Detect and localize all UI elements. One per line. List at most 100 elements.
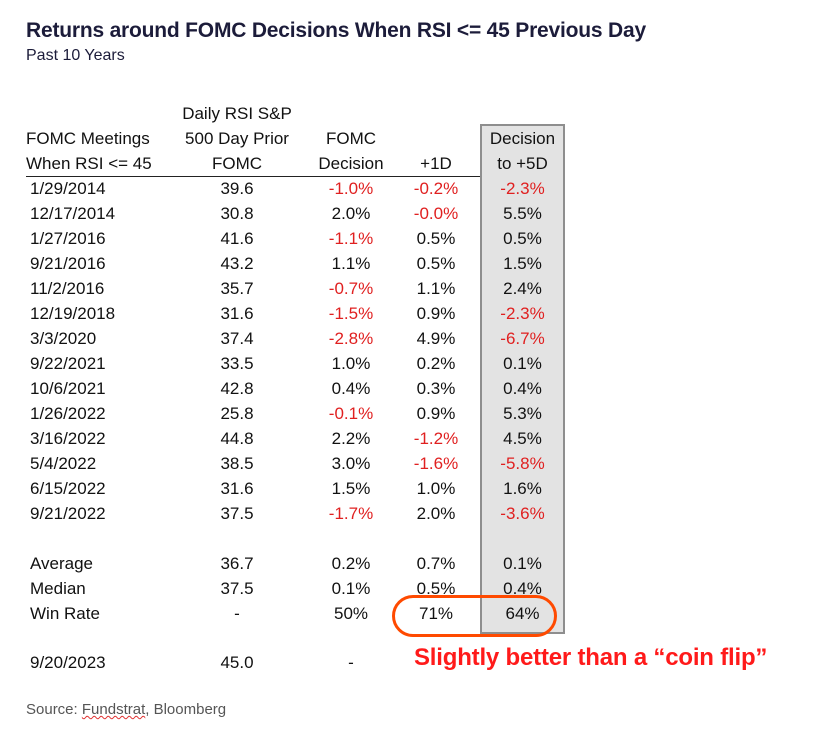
d5-cell: 0.4% (503, 579, 542, 598)
rsi-cell: - (234, 604, 240, 623)
table-row: 9/21/2022 37.5 -1.7% 2.0% -3.6% (0, 501, 829, 526)
table-row: 10/6/2021 42.8 0.4% 0.3% 0.4% (0, 376, 829, 401)
fomc-cell: -1.7% (328, 504, 374, 523)
header-meetings-line1: FOMC Meetings (26, 129, 150, 148)
header-rsi-line2: 500 Day Prior (185, 129, 289, 148)
rsi-cell: 35.7 (220, 279, 254, 298)
rsi-cell: 31.6 (220, 479, 254, 498)
d1-cell: -0.2% (413, 179, 459, 198)
rsi-cell: 41.6 (220, 229, 254, 248)
d1-cell: 1.0% (416, 479, 456, 498)
header-5d: Decision to +5D (480, 126, 565, 176)
date-cell: 3/3/2020 (30, 329, 97, 348)
rsi-cell: 36.7 (220, 554, 254, 573)
date-cell: 1/27/2016 (30, 229, 106, 248)
date-cell: Win Rate (30, 604, 100, 623)
d1-cell: 4.9% (416, 329, 456, 348)
d1-cell: -1.2% (413, 429, 459, 448)
header-rsi-line3: FOMC (211, 154, 263, 173)
d1-cell: 0.5% (416, 254, 456, 273)
page-title: Returns around FOMC Decisions When RSI <… (26, 19, 646, 42)
win-rate-highlight-oval (392, 595, 557, 637)
fomc-cell: 0.2% (331, 554, 371, 573)
d1-cell: 0.5% (416, 229, 456, 248)
table-row: 6/15/2022 31.6 1.5% 1.0% 1.6% (0, 476, 829, 501)
fomc-cell: - (348, 653, 354, 672)
header-meetings-line2: When RSI <= 45 (26, 154, 152, 173)
fomc-cell: -0.1% (328, 404, 374, 423)
d5-cell: -2.3% (500, 179, 545, 198)
table-row: 1/29/2014 39.6 -1.0% -0.2% -2.3% (0, 176, 829, 201)
rsi-cell: 42.8 (220, 379, 254, 398)
date-cell: 1/29/2014 (30, 179, 106, 198)
table-row: 5/4/2022 38.5 3.0% -1.6% -5.8% (0, 451, 829, 476)
header-rsi: Daily RSI S&P 500 Day Prior FOMC (172, 101, 302, 176)
date-cell: 3/16/2022 (30, 429, 106, 448)
table-row: 1/26/2022 25.8 -0.1% 0.9% 5.3% (0, 401, 829, 426)
table-row: 9/21/2016 43.2 1.1% 0.5% 1.5% (0, 251, 829, 276)
d1-cell: 0.9% (416, 404, 456, 423)
rsi-cell: 37.4 (220, 329, 254, 348)
d5-cell: 5.3% (503, 404, 542, 423)
d5-cell: 5.5% (503, 204, 542, 223)
d1-cell: -0.0% (413, 204, 459, 223)
header-rsi-line1: Daily RSI S&P (182, 104, 292, 123)
fomc-cell: -1.5% (328, 304, 374, 323)
header-1d-line1: +1D (420, 154, 452, 173)
summary-row: Average 36.7 0.2% 0.7% 0.1% (0, 551, 829, 576)
rsi-cell: 43.2 (220, 254, 254, 273)
d5-cell: 0.4% (503, 379, 542, 398)
rsi-cell: 44.8 (220, 429, 254, 448)
rsi-cell: 45.0 (220, 653, 254, 672)
date-cell: Average (30, 554, 94, 573)
d5-cell: 64% (505, 604, 540, 623)
source-fundstrat: Fundstrat (81, 701, 146, 718)
d5-cell: 1.6% (503, 479, 542, 498)
fomc-cell: 3.0% (331, 454, 371, 473)
header-fomc-decision: FOMC Decision (310, 126, 392, 176)
date-cell: 12/17/2014 (30, 204, 116, 223)
header-1d: +1D (400, 151, 472, 176)
d1-cell: 0.7% (416, 554, 456, 573)
table-row: 11/2/2016 35.7 -0.7% 1.1% 2.4% (0, 276, 829, 301)
d1-cell: -1.6% (413, 454, 459, 473)
d1-cell: 0.9% (416, 304, 456, 323)
summary-row: Win Rate - 50% 71% 64% (0, 601, 829, 626)
date-cell: Median (30, 579, 86, 598)
date-cell: 10/6/2021 (30, 379, 106, 398)
fomc-cell: 2.0% (331, 204, 371, 223)
d5-cell: -2.3% (500, 304, 545, 323)
date-cell: 9/21/2022 (30, 504, 106, 523)
table-row: 3/3/2020 37.4 -2.8% 4.9% -6.7% (0, 326, 829, 351)
source-note: Source: Fundstrat, Bloomberg (26, 701, 226, 718)
d5-cell: -5.8% (500, 454, 545, 473)
table-row: 3/16/2022 44.8 2.2% -1.2% 4.5% (0, 426, 829, 451)
header-rule (26, 176, 480, 177)
source-prefix: Source: (26, 701, 82, 718)
fomc-cell: 2.2% (331, 429, 371, 448)
d5-cell: 0.5% (503, 229, 542, 248)
fomc-cell: 1.0% (331, 354, 371, 373)
table-row: 1/27/2016 41.6 -1.1% 0.5% 0.5% (0, 226, 829, 251)
header-meetings: FOMC Meetings When RSI <= 45 (26, 126, 166, 176)
page-subtitle: Past 10 Years (26, 47, 125, 64)
d1-cell: 71% (418, 604, 454, 623)
fomc-cell: 0.1% (331, 579, 371, 598)
d5-cell: 2.4% (503, 279, 542, 298)
fomc-cell: -0.7% (328, 279, 374, 298)
rsi-cell: 33.5 (220, 354, 254, 373)
date-cell: 11/2/2016 (30, 279, 105, 298)
fomc-cell: -2.8% (328, 329, 374, 348)
d1-cell: 0.5% (416, 579, 456, 598)
rsi-cell: 25.8 (220, 404, 254, 423)
header-fomc-line1: FOMC (325, 129, 377, 148)
date-cell: 12/19/2018 (30, 304, 116, 323)
fomc-cell: 0.4% (331, 379, 371, 398)
fomc-cell: -1.0% (328, 179, 374, 198)
fomc-cell: 1.1% (331, 254, 371, 273)
table-row: 12/17/2014 30.8 2.0% -0.0% 5.5% (0, 201, 829, 226)
d1-cell: 0.3% (416, 379, 456, 398)
date-cell: 9/22/2021 (30, 354, 106, 373)
current-row: 9/20/2023 45.0 - (0, 650, 829, 675)
table-row: 12/19/2018 31.6 -1.5% 0.9% -2.3% (0, 301, 829, 326)
